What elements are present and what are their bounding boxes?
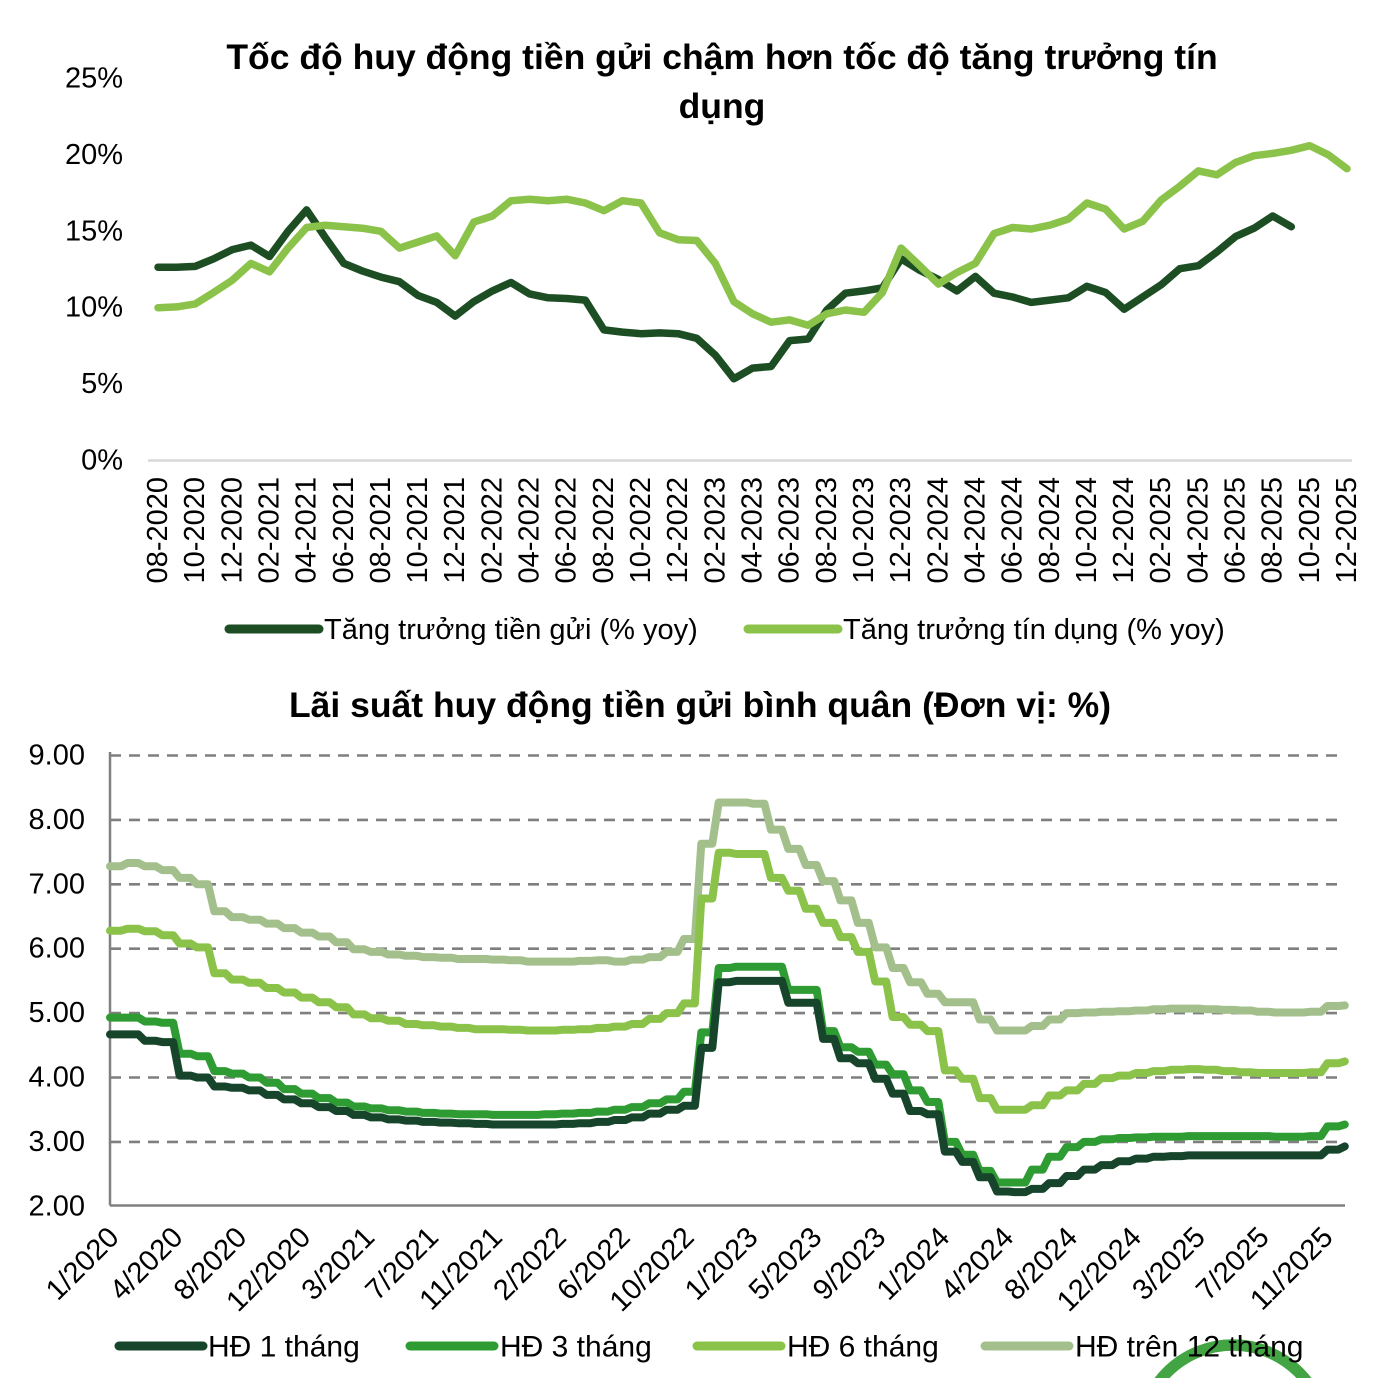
svg-text:2.00: 2.00 [29, 1190, 85, 1222]
svg-text:10-2021: 10-2021 [402, 477, 434, 583]
svg-text:6.00: 6.00 [29, 933, 85, 965]
svg-text:08-2021: 08-2021 [365, 477, 397, 583]
svg-text:10-2023: 10-2023 [848, 477, 880, 583]
svg-text:04-2021: 04-2021 [291, 477, 323, 583]
svg-text:HĐ trên 12 tháng: HĐ trên 12 tháng [1075, 1331, 1303, 1364]
svg-text:08-2025: 08-2025 [1257, 477, 1289, 583]
svg-text:12-2022: 12-2022 [662, 477, 694, 583]
svg-text:15%: 15% [65, 215, 123, 247]
svg-text:02-2024: 02-2024 [922, 477, 954, 583]
svg-text:04-2023: 04-2023 [737, 477, 769, 583]
svg-text:04-2024: 04-2024 [959, 477, 991, 583]
svg-text:06-2021: 06-2021 [328, 477, 360, 583]
svg-text:dụng: dụng [679, 86, 766, 126]
svg-text:12-2023: 12-2023 [885, 477, 917, 583]
svg-text:02-2021: 02-2021 [254, 477, 286, 583]
svg-text:9.00: 9.00 [29, 740, 85, 772]
svg-text:Tăng trưởng tín dụng (% yoy): Tăng trưởng tín dụng (% yoy) [843, 614, 1225, 646]
svg-text:02-2025: 02-2025 [1145, 477, 1177, 583]
svg-text:HĐ 1 tháng: HĐ 1 tháng [208, 1331, 360, 1364]
svg-text:5.00: 5.00 [29, 997, 85, 1029]
svg-text:12-2021: 12-2021 [439, 477, 471, 583]
svg-text:12-2024: 12-2024 [1108, 477, 1140, 583]
svg-text:08-2022: 08-2022 [588, 477, 620, 583]
svg-text:12-2025: 12-2025 [1331, 477, 1363, 583]
svg-text:10-2024: 10-2024 [1071, 477, 1103, 583]
svg-text:02-2023: 02-2023 [699, 477, 731, 583]
svg-text:04-2025: 04-2025 [1182, 477, 1214, 583]
svg-text:0%: 0% [81, 445, 123, 477]
svg-text:Tăng trưởng tiền gửi (% yoy): Tăng trưởng tiền gửi (% yoy) [324, 614, 698, 646]
svg-text:Lãi suất huy động tiền gửi bìn: Lãi suất huy động tiền gửi bình quân (Đơ… [289, 685, 1111, 725]
svg-text:06-2025: 06-2025 [1220, 477, 1252, 583]
svg-text:08-2023: 08-2023 [811, 477, 843, 583]
svg-text:06-2022: 06-2022 [551, 477, 583, 583]
svg-text:10-2022: 10-2022 [625, 477, 657, 583]
svg-text:25%: 25% [65, 63, 123, 95]
svg-text:06-2023: 06-2023 [774, 477, 806, 583]
svg-text:10-2020: 10-2020 [179, 477, 211, 583]
svg-text:06-2024: 06-2024 [997, 477, 1029, 583]
svg-text:5%: 5% [81, 368, 123, 400]
svg-text:12-2020: 12-2020 [216, 477, 248, 583]
svg-text:4.00: 4.00 [29, 1062, 85, 1094]
svg-text:7.00: 7.00 [29, 868, 85, 900]
svg-text:08-2024: 08-2024 [1034, 477, 1066, 583]
svg-text:10-2025: 10-2025 [1294, 477, 1326, 583]
svg-text:Tốc độ huy động tiền gửi chậm: Tốc độ huy động tiền gửi chậm hơn tốc độ… [226, 37, 1217, 77]
svg-text:10%: 10% [65, 292, 123, 324]
svg-text:3.00: 3.00 [29, 1126, 85, 1158]
svg-text:04-2022: 04-2022 [514, 477, 546, 583]
svg-text:02-2022: 02-2022 [476, 477, 508, 583]
svg-text:HĐ 6 tháng: HĐ 6 tháng [787, 1331, 939, 1364]
svg-text:20%: 20% [65, 139, 123, 171]
svg-text:8.00: 8.00 [29, 804, 85, 836]
svg-text:HĐ 3 tháng: HĐ 3 tháng [500, 1331, 652, 1364]
svg-text:08-2020: 08-2020 [142, 477, 174, 583]
